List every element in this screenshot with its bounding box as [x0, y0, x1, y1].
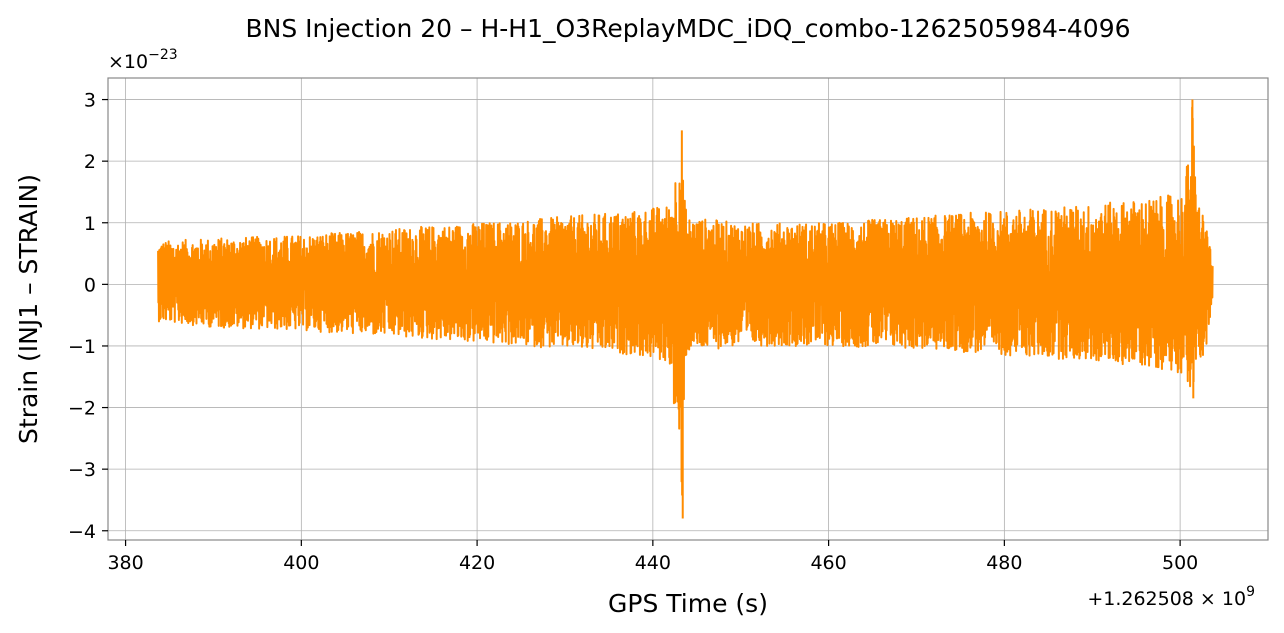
x-tick-label: 380	[107, 552, 143, 574]
plot-frame	[107, 77, 1269, 541]
y-axis-label: Strain (INJ1 – STRAIN)	[14, 174, 43, 444]
series-strain	[157, 99, 1214, 519]
x-axis-label: GPS Time (s)	[608, 589, 768, 618]
y-multiplier-label: ×10−23	[108, 47, 178, 73]
x-tick-label: 460	[810, 552, 846, 574]
y-tick-label: −1	[68, 336, 96, 358]
y-tick-label: 1	[84, 213, 96, 235]
x-tick-label: 500	[1162, 552, 1198, 574]
y-tick-label: 0	[84, 274, 96, 296]
chart-title: BNS Injection 20 – H-H1_O3ReplayMDC_iDQ_…	[245, 14, 1130, 43]
x-tick-label: 480	[986, 552, 1022, 574]
y-axis-ticks: −4 −3 −2 −1 0 1 2 3	[68, 90, 108, 543]
y-tick-label: −2	[68, 398, 96, 420]
x-axis-ticks: 380 400 420 440 460 480 500	[107, 540, 1198, 574]
x-tick-label: 440	[635, 552, 671, 574]
y-tick-label: 3	[84, 90, 96, 112]
y-tick-label: 2	[84, 151, 96, 173]
y-tick-label: −4	[68, 521, 96, 543]
x-offset-label: +1.262508 × 109	[1087, 584, 1255, 610]
strain-trace	[157, 99, 1214, 519]
x-tick-label: 420	[459, 552, 495, 574]
x-tick-label: 400	[283, 552, 319, 574]
y-tick-label: −3	[68, 459, 96, 481]
